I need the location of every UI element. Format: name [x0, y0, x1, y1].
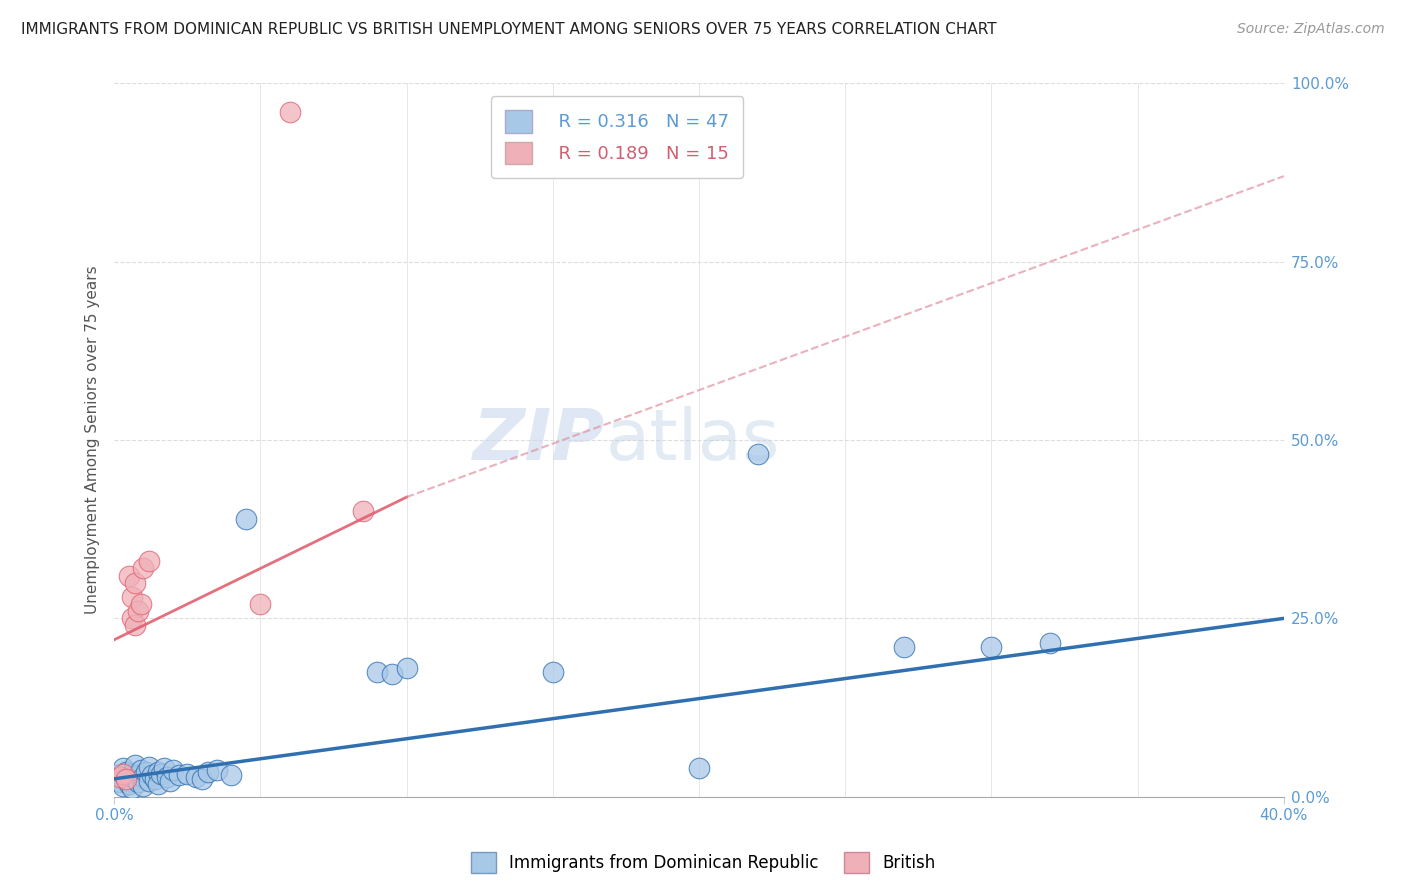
Point — [129, 763, 152, 777]
Point — [132, 779, 155, 793]
Point — [205, 763, 228, 777]
Point — [278, 105, 301, 120]
Text: Source: ZipAtlas.com: Source: ZipAtlas.com — [1237, 22, 1385, 37]
Point — [149, 767, 172, 781]
Point — [124, 575, 146, 590]
Legend:   R = 0.316   N = 47,   R = 0.189   N = 15: R = 0.316 N = 47, R = 0.189 N = 15 — [491, 96, 744, 178]
Point — [111, 779, 134, 793]
Point — [121, 611, 143, 625]
Point — [135, 764, 157, 779]
Point — [127, 775, 149, 789]
Point — [541, 665, 564, 679]
Point — [197, 764, 219, 779]
Point — [167, 768, 190, 782]
Point — [184, 770, 207, 784]
Point — [138, 760, 160, 774]
Point — [121, 781, 143, 796]
Point — [132, 561, 155, 575]
Point — [132, 770, 155, 784]
Text: IMMIGRANTS FROM DOMINICAN REPUBLIC VS BRITISH UNEMPLOYMENT AMONG SENIORS OVER 75: IMMIGRANTS FROM DOMINICAN REPUBLIC VS BR… — [21, 22, 997, 37]
Point — [121, 590, 143, 604]
Point — [688, 761, 710, 775]
Point — [366, 665, 388, 679]
Point — [141, 768, 163, 782]
Point — [115, 770, 138, 784]
Point — [124, 772, 146, 786]
Point — [146, 764, 169, 779]
Point — [115, 764, 138, 779]
Point — [124, 618, 146, 632]
Point — [121, 767, 143, 781]
Point — [118, 774, 141, 789]
Point — [381, 667, 404, 681]
Point — [108, 775, 131, 789]
Point — [115, 772, 138, 786]
Point — [127, 768, 149, 782]
Point — [153, 761, 176, 775]
Point — [1039, 636, 1062, 650]
Point — [138, 554, 160, 568]
Point — [118, 568, 141, 582]
Point — [352, 504, 374, 518]
Point — [980, 640, 1002, 654]
Point — [138, 774, 160, 789]
Point — [176, 767, 198, 781]
Point — [162, 763, 184, 777]
Point — [124, 757, 146, 772]
Point — [249, 597, 271, 611]
Point — [235, 511, 257, 525]
Text: ZIP: ZIP — [474, 406, 606, 475]
Point — [111, 761, 134, 775]
Legend: Immigrants from Dominican Republic, British: Immigrants from Dominican Republic, Brit… — [464, 846, 942, 880]
Point — [118, 777, 141, 791]
Point — [146, 777, 169, 791]
Point — [219, 768, 242, 782]
Point — [127, 604, 149, 618]
Point — [747, 447, 769, 461]
Point — [191, 772, 214, 786]
Point — [159, 774, 181, 789]
Point — [156, 770, 179, 784]
Point — [108, 770, 131, 784]
Point — [893, 640, 915, 654]
Text: atlas: atlas — [606, 406, 780, 475]
Point — [129, 597, 152, 611]
Point — [108, 772, 131, 786]
Y-axis label: Unemployment Among Seniors over 75 years: Unemployment Among Seniors over 75 years — [86, 266, 100, 615]
Point — [143, 772, 166, 786]
Point — [395, 661, 418, 675]
Point — [105, 768, 128, 782]
Point — [111, 767, 134, 781]
